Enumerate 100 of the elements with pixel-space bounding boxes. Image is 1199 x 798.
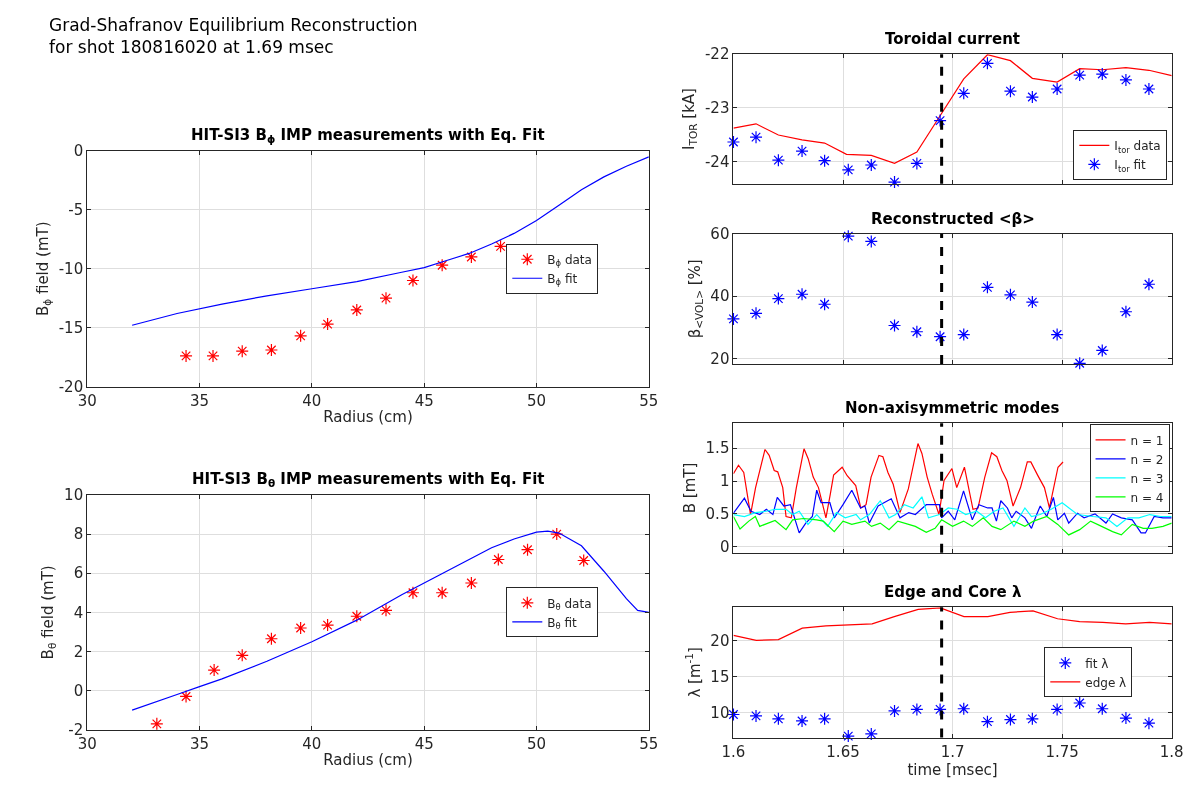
- point: [1095, 702, 1109, 716]
- point: [841, 229, 855, 243]
- point: [179, 349, 193, 363]
- x-tick-label: 50: [526, 734, 547, 753]
- point: [887, 175, 902, 189]
- point: [771, 292, 785, 306]
- y-tick-label: 15: [710, 667, 730, 686]
- point: [795, 287, 809, 301]
- point: [887, 318, 902, 333]
- point: [1050, 327, 1064, 342]
- x-axis-title: Radius (cm): [323, 750, 413, 769]
- point: [1095, 343, 1109, 358]
- legend-label: B$_{θ}$ fit: [547, 615, 578, 632]
- y-tick-label: 6: [73, 564, 84, 583]
- x-axis-title: time [msec]: [907, 760, 998, 779]
- x-tick-label: 45: [414, 391, 434, 410]
- point: [1003, 288, 1018, 302]
- point: [1073, 356, 1087, 370]
- legend-label: edge λ: [1085, 675, 1127, 690]
- legend-label: n = 1: [1130, 433, 1164, 448]
- line-series: [131, 156, 649, 326]
- y-tick-label: 2: [73, 642, 84, 661]
- point: [980, 56, 995, 70]
- point: [1073, 696, 1087, 710]
- point: [294, 329, 308, 343]
- chart-title: Toroidal current: [885, 30, 1020, 48]
- point: [957, 702, 971, 716]
- point: [841, 729, 855, 743]
- y-tick-label: -15: [58, 318, 84, 337]
- point: [1142, 82, 1156, 96]
- y-tick-label: -10: [58, 259, 84, 278]
- x-axis-title: Radius (cm): [323, 407, 413, 426]
- point: [910, 702, 924, 717]
- point: [933, 113, 947, 128]
- point: [980, 715, 995, 729]
- point: [749, 306, 763, 320]
- point: [957, 86, 971, 100]
- point: [350, 303, 364, 317]
- point: [320, 618, 335, 632]
- y-tick-label: 10: [64, 486, 84, 505]
- legend-label: B$_{θ}$ data: [547, 596, 592, 613]
- point: [435, 586, 449, 600]
- x-tick-label: 55: [639, 391, 659, 410]
- y-tick-label: 10: [710, 703, 730, 722]
- point: [818, 154, 832, 168]
- y-tick-label: 0: [73, 142, 84, 161]
- x-tick-label: 40: [302, 734, 322, 753]
- y-axis-title: B [mT]: [680, 462, 699, 514]
- point: [1142, 277, 1156, 291]
- y-tick-label: 0: [719, 537, 730, 556]
- x-tick-label: 45: [414, 734, 434, 753]
- x-tick-label: 55: [639, 734, 659, 753]
- x-tick-label: 1.65: [826, 742, 860, 761]
- chart-title: Non-axisymmetric modes: [845, 399, 1060, 417]
- point: [1119, 711, 1133, 725]
- point: [379, 603, 393, 617]
- line-series: [131, 530, 649, 711]
- point: [150, 717, 164, 731]
- legend-label: B$_{ϕ}$ fit: [547, 271, 578, 288]
- legend-label: I$_{tor}$ fit: [1114, 158, 1147, 174]
- point: [179, 689, 193, 704]
- x-tick-label: 1.75: [1045, 742, 1079, 761]
- point: [1025, 712, 1039, 726]
- x-tick-label: 1.6: [721, 742, 746, 761]
- point: [1119, 73, 1133, 87]
- x-tick-label: 1.8: [1159, 742, 1184, 761]
- point: [464, 576, 478, 590]
- point: [910, 156, 924, 170]
- x-tick-label: 1.7: [940, 742, 965, 761]
- point: [1050, 82, 1064, 96]
- x-tick-label: 50: [526, 391, 547, 410]
- x-tick-label: 40: [302, 391, 322, 410]
- point: [235, 648, 249, 662]
- chart-title: Edge and Core λ: [884, 583, 1022, 601]
- legend-label: n = 2: [1130, 452, 1164, 467]
- point: [493, 239, 508, 253]
- point: [520, 543, 535, 557]
- point: [795, 144, 809, 158]
- y-tick-label: -5: [68, 201, 84, 220]
- point: [818, 712, 832, 726]
- y-tick-label: -24: [704, 152, 730, 171]
- y-tick-label: -22: [704, 45, 730, 64]
- point: [771, 712, 785, 726]
- legend-label: B$_{ϕ}$ data: [547, 252, 592, 269]
- point: [1003, 84, 1018, 98]
- text: Grad-Shafranov Equilibrium Reconstruction for shot 180816020 at 1.69 msec: [49, 15, 418, 58]
- point: [550, 527, 564, 541]
- y-tick-label: 4: [73, 603, 84, 622]
- legend-label: n = 4: [1130, 490, 1164, 505]
- point: [320, 317, 335, 331]
- y-tick-label: 0.5: [705, 505, 730, 524]
- line-series: [733, 489, 1172, 534]
- y-tick-label: 1: [719, 472, 730, 491]
- line-series: [733, 607, 1172, 641]
- point: [406, 273, 420, 288]
- point: [294, 621, 308, 635]
- line-series: [733, 515, 1172, 536]
- chart-title: HIT-SI3 B$_{ϕ}$ IMP measurements with Eq. Fit: [191, 126, 545, 146]
- point: [818, 297, 832, 311]
- line-series: [733, 442, 1064, 519]
